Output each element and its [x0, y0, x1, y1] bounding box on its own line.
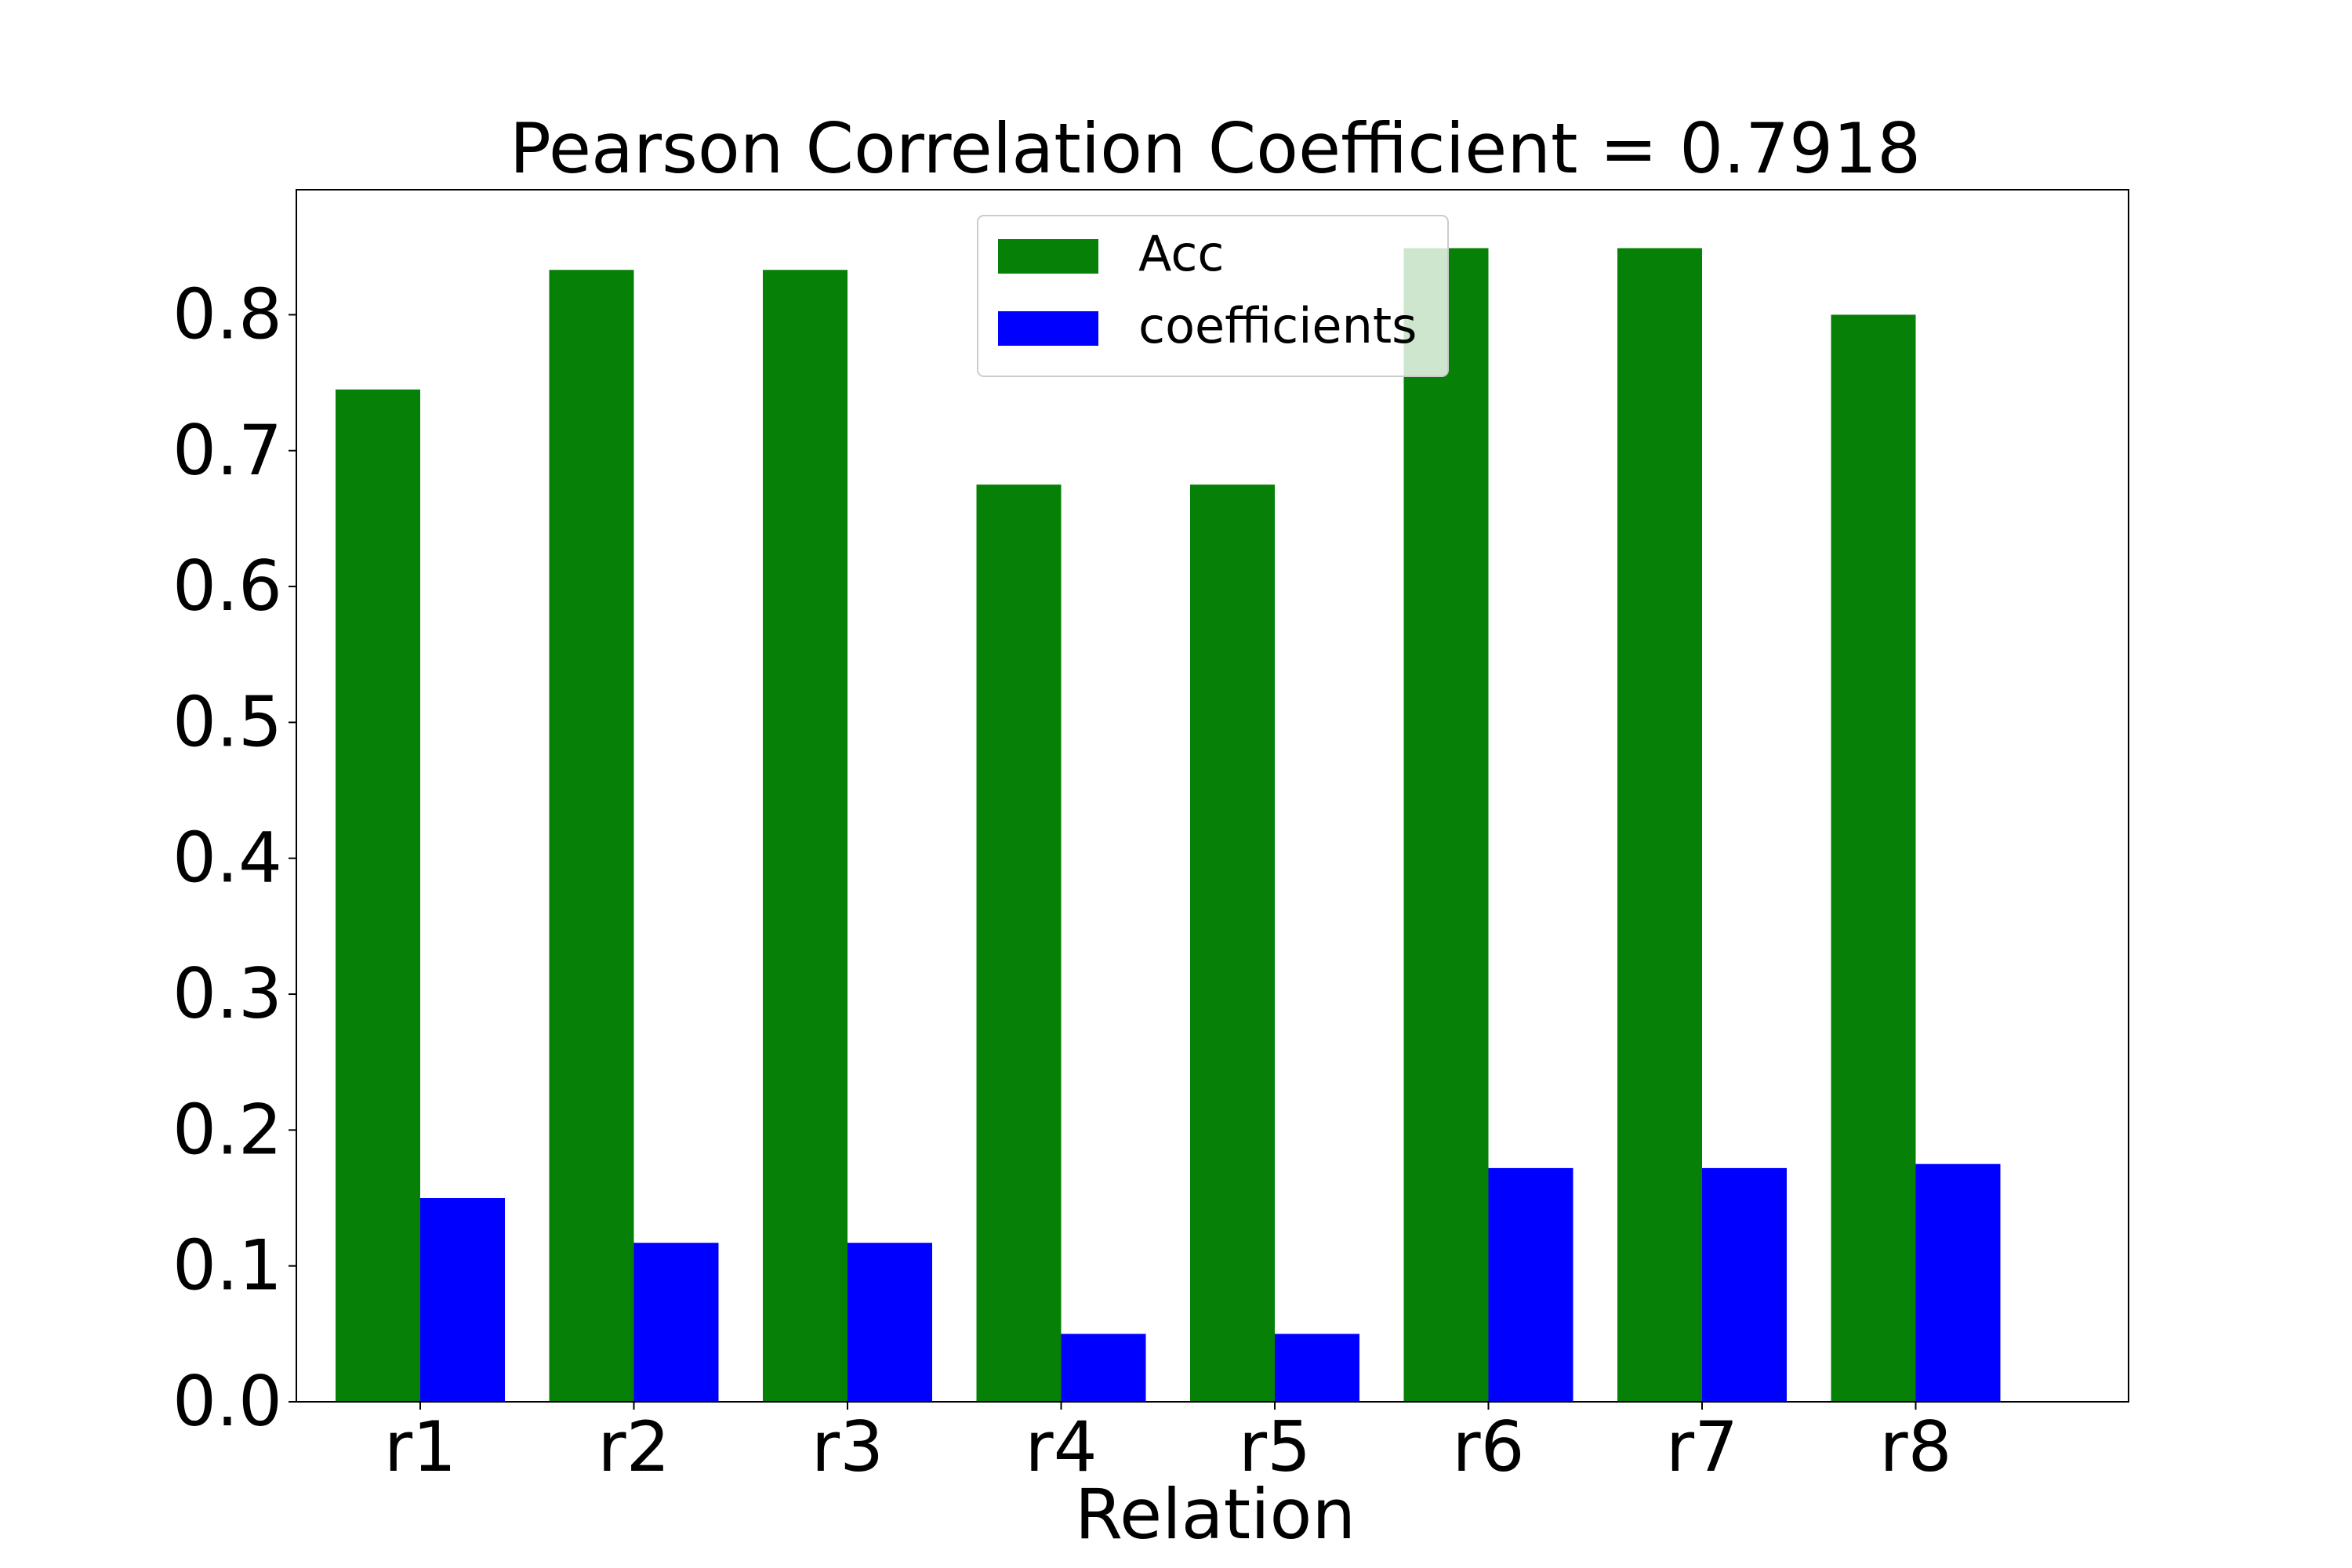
bar-coefficients-r2: [633, 1243, 719, 1402]
plot-frame: [296, 189, 2129, 1403]
bar-acc-r4: [976, 485, 1062, 1403]
bar-acc-r7: [1617, 248, 1702, 1403]
y-tick-label: 0.0: [172, 1361, 282, 1442]
y-tick-label: 0.3: [172, 953, 282, 1034]
legend-swatch-coefficients: [998, 311, 1098, 346]
bar-acc-r3: [763, 270, 848, 1403]
y-tick-label: 0.5: [172, 681, 282, 762]
legend-label-coefficients: coefficients: [1138, 297, 1417, 354]
bar-coefficients-r4: [1061, 1334, 1146, 1402]
x-tick-label: r4: [1025, 1406, 1097, 1487]
legend-swatch-acc: [998, 239, 1098, 274]
bar-acc-r6: [1403, 248, 1489, 1403]
bar-acc-r2: [549, 270, 634, 1403]
x-axis-label: Relation: [1075, 1474, 1356, 1555]
bar-coefficients-r5: [1275, 1334, 1359, 1402]
bar-coefficients-r1: [420, 1198, 505, 1402]
bar-acc-r1: [336, 389, 420, 1402]
x-tick-label: r8: [1879, 1406, 1951, 1487]
x-axis-ticks: r1 r2 r3 r4 r5 r6 r7 r8: [384, 1402, 1952, 1487]
y-tick-label: 0.1: [172, 1225, 282, 1306]
y-axis-ticks: 0.0 0.1 0.2 0.3 0.4 0.5 0.6 0.7 0.8: [172, 274, 296, 1442]
y-tick-label: 0.7: [172, 410, 282, 491]
bar-coefficients-r7: [1702, 1167, 1787, 1402]
bar-acc-r5: [1190, 485, 1275, 1403]
bar-acc-r8: [1831, 314, 1916, 1403]
chart-title: Pearson Correlation Coefficient = 0.7918: [510, 108, 1921, 189]
x-tick-label: r1: [384, 1406, 456, 1487]
legend: Acc coefficients: [977, 215, 1449, 377]
x-tick-label: r3: [811, 1406, 884, 1487]
x-tick-label: r2: [597, 1406, 670, 1487]
x-tick-label: r5: [1239, 1406, 1311, 1487]
y-tick-label: 0.4: [172, 818, 282, 898]
bar-coefficients-r6: [1488, 1167, 1573, 1402]
y-tick-label: 0.8: [172, 274, 282, 354]
legend-label-acc: Acc: [1138, 225, 1225, 282]
bar-coefficients-r8: [1915, 1163, 2001, 1402]
x-tick-label: r7: [1666, 1406, 1738, 1487]
bars-layer: [336, 248, 2001, 1403]
y-tick-label: 0.2: [172, 1089, 282, 1170]
bar-coefficients-r3: [848, 1243, 932, 1402]
y-tick-label: 0.6: [172, 546, 282, 626]
x-tick-label: r6: [1452, 1406, 1524, 1487]
